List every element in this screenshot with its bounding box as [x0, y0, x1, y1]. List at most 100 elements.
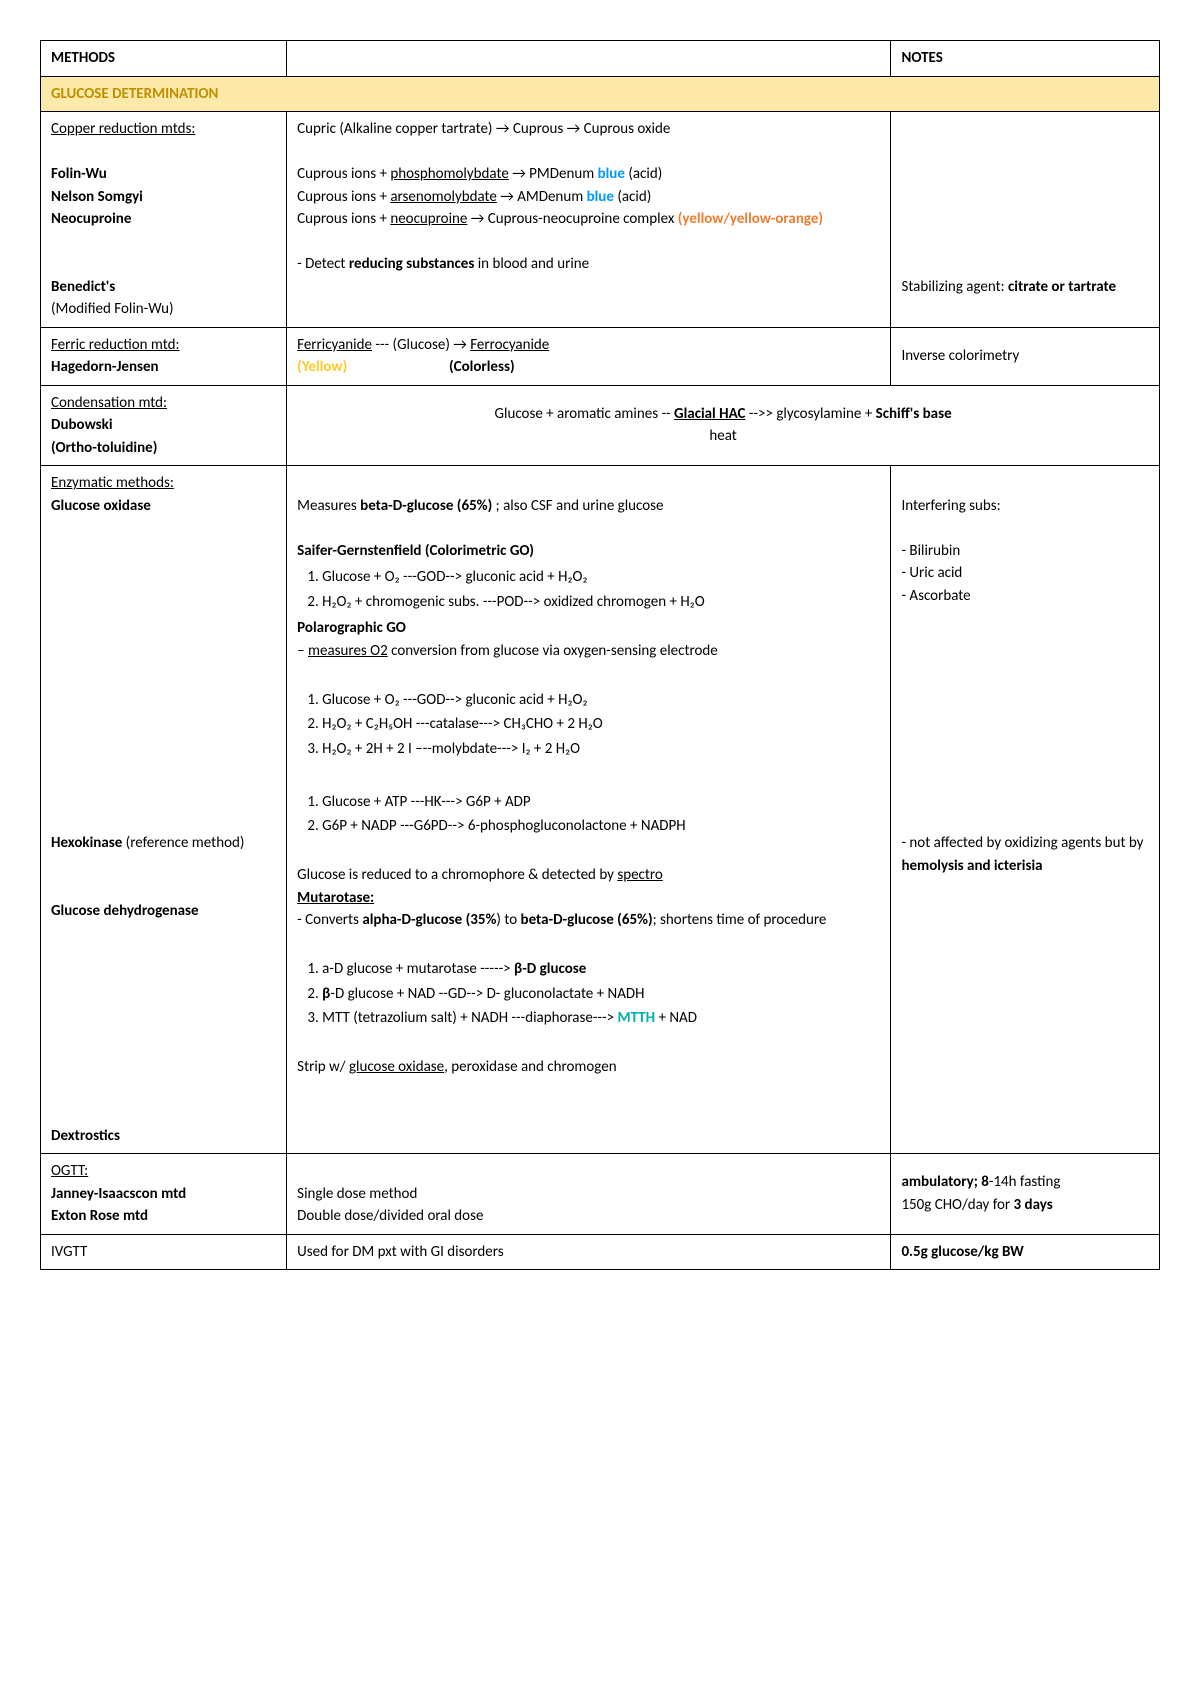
cond-title: Condensation mtd: — [51, 394, 167, 412]
txt: reducing substances — [349, 255, 474, 273]
ogtt-notes: ambulatory; 8-14h fasting 150g CHO/day f… — [891, 1154, 1160, 1235]
enz-title: Enzymatic methods: — [51, 474, 174, 492]
row-ferric: Ferric reduction mtd: Hagedorn-Jensen Fe… — [41, 327, 1160, 385]
txt: - Uric acid — [901, 564, 962, 582]
txt: a-D glucose + mutarotase -----> — [322, 960, 514, 978]
ogtt-methods: OGTT: Janney-Isaacscon mtd Exton Rose mt… — [41, 1154, 287, 1235]
ferric-m1: Hagedorn-Jensen — [51, 358, 159, 376]
txt: Interfering subs: — [901, 497, 1000, 515]
glucose-table: METHODS NOTES GLUCOSE DETERMINATION Copp… — [40, 40, 1160, 1270]
list-item: G6P + NADP ---G6PD--> 6-phosphogluconola… — [322, 815, 880, 838]
list-item: Glucose + O₂ ---GOD--> gluconic acid + H… — [322, 566, 880, 589]
txt: ; shortens time of procedure — [653, 911, 827, 929]
row-copper: Copper reduction mtds: Folin-Wu Nelson S… — [41, 112, 1160, 328]
ogtt-m2: Exton Rose mtd — [51, 1207, 148, 1225]
ferric-methods: Ferric reduction mtd: Hagedorn-Jensen — [41, 327, 287, 385]
copper-m1: Folin-Wu — [51, 165, 107, 183]
txt: (yellow/yellow-orange) — [678, 210, 823, 228]
list-item: Glucose + O₂ ---GOD--> gluconic acid + H… — [322, 689, 880, 712]
ogtt-title: OGTT: — [51, 1162, 88, 1180]
txt: ) to — [496, 911, 520, 929]
txt: MTTH — [617, 1009, 655, 1027]
txt: Mutarotase: — [297, 889, 374, 907]
txt: Cuprous ions + — [297, 165, 390, 183]
txt: 8 — [981, 1173, 989, 1191]
list-item: H₂O₂ + C₂H₅OH ---catalase---> CH₃CHO + 2… — [322, 713, 880, 736]
enz-m2: Hexokinase — [51, 834, 126, 852]
list-item: β-D glucose + NAD --GD--> D- gluconolact… — [322, 983, 880, 1006]
txt: conversion from glucose via oxygen-sensi… — [388, 642, 718, 660]
txt: arsenomolybdate — [390, 188, 497, 206]
copper-desc: Cupric (Alkaline copper tartrate) → Cupr… — [287, 112, 891, 328]
saifer-list: Glucose + O₂ ---GOD--> gluconic acid + H… — [322, 566, 880, 613]
list-item: H₂O₂ + 2H + 2 I –--molybdate---> I₂ + 2 … — [322, 738, 880, 761]
cond-m1: Dubowski — [51, 416, 113, 434]
copper-desc-line1: Cupric (Alkaline copper tartrate) → Cupr… — [297, 120, 670, 138]
txt: Cuprous ions + — [297, 210, 390, 228]
txt: blue — [587, 188, 614, 206]
list-item: MTT (tetrazolium salt) + NADH ---diaphor… — [322, 1007, 880, 1030]
txt: phosphomolybdate — [390, 165, 508, 183]
txt: Ferrocyanide — [470, 336, 549, 354]
copper-methods: Copper reduction mtds: Folin-Wu Nelson S… — [41, 112, 287, 328]
txt: spectro — [617, 866, 662, 884]
txt: 3 days — [1014, 1196, 1053, 1214]
row-ogtt: OGTT: Janney-Isaacscon mtd Exton Rose mt… — [41, 1154, 1160, 1235]
txt: – — [297, 642, 308, 660]
txt: (acid) — [625, 165, 662, 183]
txt: Cuprous ions + — [297, 188, 390, 206]
txt: (Colorless) — [449, 358, 515, 376]
txt: beta-D-glucose (65%) — [521, 911, 653, 929]
txt: hemolysis and icterisia — [901, 857, 1042, 875]
txt: Ferricyanide — [297, 336, 372, 354]
list-item: a-D glucose + mutarotase -----> β-D gluc… — [322, 958, 880, 981]
copper-notes: Stabilizing agent: citrate or tartrate — [891, 112, 1160, 328]
txt: → AMDenum — [497, 188, 587, 206]
txt: 150g CHO/day for — [901, 1196, 1013, 1214]
txt: neocuproine — [390, 210, 467, 228]
copper-m4: Benedict's — [51, 278, 115, 296]
txt: -D glucose + NAD --GD--> D- gluconolacta… — [330, 985, 644, 1003]
txt: Double dose/divided oral dose — [297, 1207, 483, 1225]
row-ivgtt: IVGTT Used for DM pxt with GI disorders … — [41, 1234, 1160, 1270]
txt: (Yellow) — [297, 358, 347, 376]
section-title: GLUCOSE DETERMINATION — [41, 76, 1160, 112]
enz-m2-sub: (reference method) — [126, 834, 245, 852]
txt: measures O2 — [308, 642, 388, 660]
txt: -->> glycosylamine + — [745, 405, 875, 423]
txt: Schiff's base — [876, 405, 952, 423]
header-row: METHODS NOTES — [41, 41, 1160, 77]
enz-desc: Measures beta-D-glucose (65%) ; also CSF… — [287, 466, 891, 1154]
enz-methods: Enzymatic methods: Glucose oxidase Hexok… — [41, 466, 287, 1154]
txt: glucose oxidase — [349, 1058, 444, 1076]
ferric-title: Ferric reduction mtd: — [51, 336, 180, 354]
txt — [347, 358, 449, 376]
txt: - Converts — [297, 911, 362, 929]
list-item: Glucose + ATP ---HK---> G6P + ADP — [322, 791, 880, 814]
txt: beta-D-glucose (65%) — [360, 497, 492, 515]
ivgtt-notes: 0.5g glucose/kg BW — [891, 1234, 1160, 1270]
section-row: GLUCOSE DETERMINATION — [41, 76, 1160, 112]
gd-list: a-D glucose + mutarotase -----> β-D gluc… — [322, 958, 880, 1030]
cond-desc: Glucose + aromatic amines -- Glacial HAC… — [287, 385, 1160, 466]
txt: -14h fasting — [989, 1173, 1061, 1191]
txt: Glacial HAC — [674, 405, 745, 423]
enz-m3: Glucose dehydrogenase — [51, 902, 199, 920]
txt: Single dose method — [297, 1185, 417, 1203]
ivgtt-desc: Used for DM pxt with GI disorders — [287, 1234, 891, 1270]
ferric-desc: Ferricyanide --- (Glucose) → Ferrocyanid… — [287, 327, 891, 385]
txt: - Bilirubin — [901, 542, 960, 560]
txt: Measures — [297, 497, 360, 515]
txt: MTT (tetrazolium salt) + NADH ---diaphor… — [322, 1009, 617, 1027]
txt: Strip w/ — [297, 1058, 349, 1076]
txt: Glucose + aromatic amines -- — [495, 405, 675, 423]
enz-notes: Interfering subs: - Bilirubin - Uric aci… — [891, 466, 1160, 1154]
ferric-notes: Inverse colorimetry — [891, 327, 1160, 385]
txt: Polarographic GO — [297, 619, 406, 637]
txt: - not affected by oxidizing agents but b… — [901, 834, 1143, 852]
enz-m4: Dextrostics — [51, 1127, 120, 1145]
txt: + NAD — [655, 1009, 697, 1027]
txt: Stabilizing agent: — [901, 278, 1008, 296]
row-enzymatic: Enzymatic methods: Glucose oxidase Hexok… — [41, 466, 1160, 1154]
copper-title: Copper reduction mtds: — [51, 120, 195, 138]
